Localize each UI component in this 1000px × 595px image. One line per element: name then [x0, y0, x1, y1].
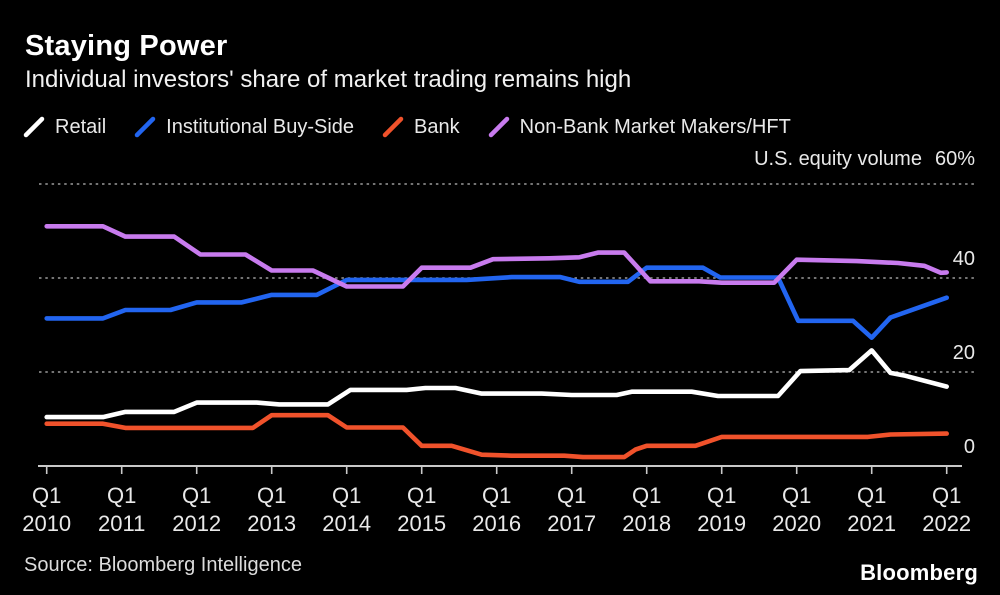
- x-tick-year-label: 2010: [22, 511, 71, 536]
- series-line-institutional-buy-side: [44, 265, 950, 341]
- page-subtitle: Individual investors' share of market tr…: [25, 66, 632, 93]
- legend-slash-icon: [23, 116, 45, 138]
- legend-slash-icon: [488, 116, 509, 138]
- x-tick-quarter-label: Q1: [482, 483, 511, 508]
- legend-item-label: Non-Bank Market Makers/HFT: [519, 115, 791, 138]
- x-tick-quarter-label: Q1: [332, 483, 361, 508]
- x-tick-year-label: 2016: [472, 511, 521, 536]
- series-line-retail: [44, 348, 950, 420]
- x-tick-quarter-label: Q1: [782, 483, 811, 508]
- x-tick-year-label: 2019: [697, 511, 746, 536]
- axis-note-text: U.S. equity volume: [754, 148, 922, 170]
- x-tick-quarter-label: Q1: [707, 483, 736, 508]
- y-axis-label-20: 20: [953, 342, 975, 364]
- x-tick-year-label: 2020: [772, 511, 821, 536]
- x-tick-quarter-label: Q1: [557, 483, 586, 508]
- legend-item-non-bank-market-makers-hft: Non-Bank Market Makers/HFT: [487, 115, 791, 139]
- y-axis-label-40: 40: [953, 248, 975, 270]
- series-line-non-bank-market-makers-hft: [44, 224, 950, 289]
- legend-item-bank: Bank: [381, 115, 460, 139]
- axis-note-value: 60%: [934, 148, 975, 170]
- x-tick-year-label: 2014: [322, 511, 371, 536]
- x-tick-quarter-label: Q1: [632, 483, 661, 508]
- legend-item-label: Retail: [55, 115, 107, 138]
- x-tick-year-label: 2022: [922, 511, 971, 536]
- x-tick-quarter-label: Q1: [932, 483, 961, 508]
- x-tick-year-label: 2021: [847, 511, 896, 536]
- legend-item-retail: Retail: [22, 115, 106, 139]
- x-tick-year-label: 2013: [247, 511, 296, 536]
- page-title: Staying Power: [25, 30, 228, 62]
- x-tick-year-label: 2015: [397, 511, 446, 536]
- x-tick-year-label: 2017: [547, 511, 596, 536]
- series-line-bank: [44, 412, 950, 460]
- x-tick-quarter-label: Q1: [257, 483, 286, 508]
- legend-item-label: Institutional Buy-Side: [166, 115, 355, 138]
- chart-legend: Retail Institutional Buy-Side Bank Non-Bank…: [22, 115, 791, 139]
- x-tick-year-label: 2012: [172, 511, 221, 536]
- x-tick-year-label: 2018: [622, 511, 671, 536]
- x-tick-year-label: 2011: [98, 511, 145, 536]
- x-tick-quarter-label: Q1: [107, 483, 136, 508]
- legend-slash-icon: [382, 116, 404, 138]
- legend-item-institutional-buy-side: Institutional Buy-Side: [133, 115, 354, 139]
- x-tick-quarter-label: Q1: [182, 483, 211, 508]
- y-axis-label-0: 0: [964, 436, 975, 458]
- source-note: Source: Bloomberg Intelligence: [24, 554, 302, 576]
- axis-note: U.S. equity volume 60%: [754, 148, 975, 171]
- x-tick-quarter-label: Q1: [407, 483, 436, 508]
- legend-item-label: Bank: [414, 115, 460, 138]
- x-tick-quarter-label: Q1: [32, 483, 61, 508]
- legend-slash-icon: [134, 116, 156, 138]
- bloomberg-logo: Bloomberg: [860, 560, 978, 585]
- x-tick-quarter-label: Q1: [857, 483, 886, 508]
